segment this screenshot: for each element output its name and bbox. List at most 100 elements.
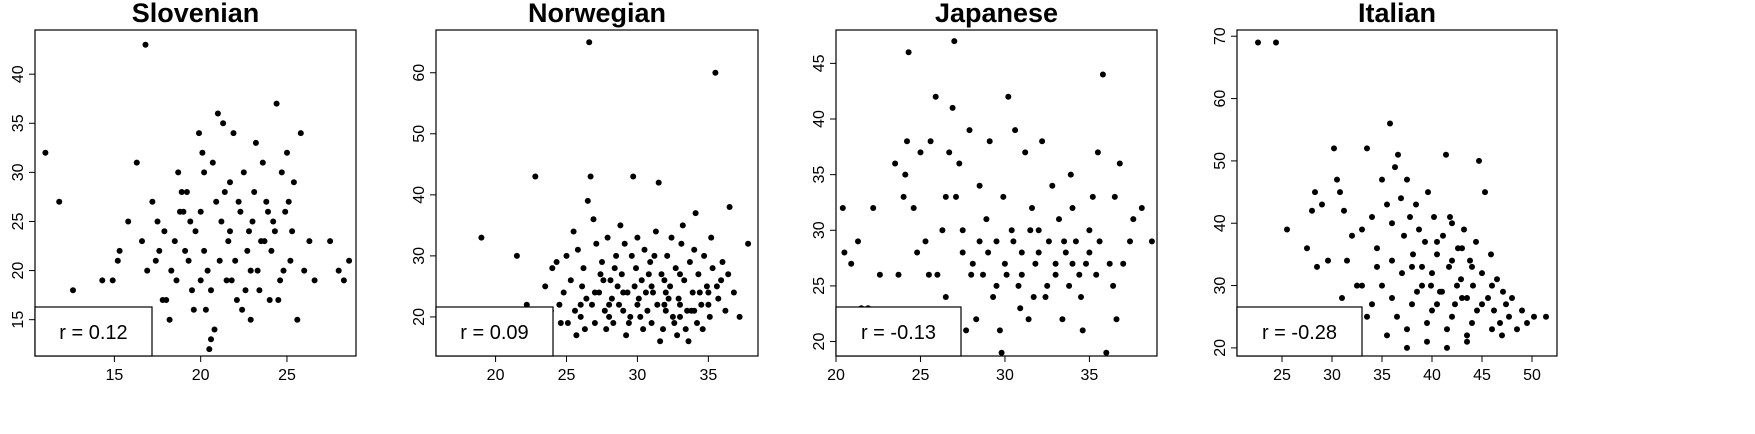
data-point [294,316,301,323]
points [839,38,1155,356]
data-point [976,182,983,189]
data-point [686,259,693,265]
data-point [214,110,221,117]
data-point [209,159,216,166]
data-point [1148,238,1155,245]
data-point [589,301,595,308]
data-point [1524,320,1530,326]
data-point [917,149,924,156]
data-point [1514,326,1520,333]
data-point [1066,282,1073,289]
data-point [563,252,570,259]
data-point [70,287,76,294]
data-point [1001,260,1008,267]
data-point [698,301,705,308]
data-point [949,104,956,111]
x-tick-label: 25 [912,367,930,384]
data-point [1399,270,1405,277]
data-point [648,283,655,290]
chart-title: Italian [1358,0,1436,28]
data-point [669,313,676,320]
data-point [244,247,251,254]
data-point [986,138,993,145]
data-point [1069,205,1076,211]
data-point [1464,332,1470,339]
data-point [1120,260,1127,267]
data-point [196,130,202,137]
data-point [580,265,587,272]
data-point [1543,313,1549,320]
data-point [1056,216,1062,223]
data-point [139,238,145,245]
data-point [606,301,613,308]
data-point [1398,195,1404,202]
data-point [661,277,668,284]
data-point [239,306,246,313]
panel-italian: Italian 25 30 35 40 45 50 20 30 40 50 60 70 r = -0.28 [1212,0,1558,384]
data-point [1500,288,1506,295]
data-point [617,222,624,229]
data-point [1032,260,1039,267]
data-point [1334,176,1340,183]
data-point [963,327,970,334]
data-point [1452,301,1458,308]
data-point [1440,232,1446,239]
data-point [1384,332,1390,339]
data-point [42,149,49,156]
data-point [99,277,106,284]
data-point [1106,260,1113,267]
data-point [1454,282,1460,289]
data-point [1029,205,1035,211]
data-point [1337,189,1343,196]
data-point [959,249,966,256]
x-tick-label: 35 [699,367,717,384]
data-point [701,252,708,259]
data-point [651,252,658,259]
data-point [284,149,290,156]
data-point [178,189,185,195]
x-tick-label: 35 [1081,367,1099,384]
data-point [1130,216,1137,223]
data-point [705,301,712,308]
data-point [187,218,194,225]
x-tick-label: 25 [558,367,576,384]
data-point [608,295,615,302]
data-point [1005,93,1012,100]
data-point [171,238,178,245]
data-point [591,289,598,296]
data-point [259,159,266,166]
y-tick-label: 60 [1212,90,1229,108]
data-point [1374,263,1380,270]
data-point [56,198,63,205]
data-point [201,247,208,254]
data-point [301,267,308,274]
data-point [638,277,645,284]
data-point [620,307,627,314]
y-tick-label: 30 [811,221,828,239]
data-point [993,238,1000,245]
data-point [1312,189,1318,196]
data-point [1395,151,1401,158]
data-point [1309,207,1315,214]
data-point [1499,332,1505,339]
data-point [715,295,722,302]
data-point [557,320,564,326]
data-point [606,313,613,320]
data-point [593,240,600,247]
data-point [175,169,182,176]
data-point [1111,193,1118,200]
data-point [601,307,608,314]
data-point [719,259,726,265]
data-point [1476,157,1482,164]
data-point [144,267,151,274]
data-point [641,246,648,253]
data-point [1429,270,1435,277]
data-point [228,277,235,284]
data-point [208,287,214,294]
data-point [983,216,990,223]
x-tick-label: 25 [278,367,296,384]
data-point [625,320,632,326]
x-tick-label: 35 [1373,367,1391,384]
data-point [1384,201,1390,208]
data-point [675,295,682,302]
